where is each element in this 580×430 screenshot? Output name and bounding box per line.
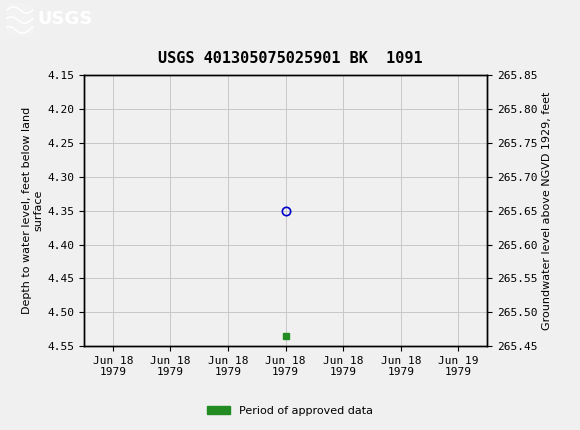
Y-axis label: Groundwater level above NGVD 1929, feet: Groundwater level above NGVD 1929, feet: [542, 92, 552, 330]
Text: USGS: USGS: [38, 10, 93, 28]
Y-axis label: Depth to water level, feet below land
surface: Depth to water level, feet below land su…: [21, 107, 44, 314]
Legend: Period of approved data: Period of approved data: [203, 401, 377, 420]
Text: USGS 401305075025901 BK  1091: USGS 401305075025901 BK 1091: [158, 51, 422, 66]
FancyBboxPatch shape: [7, 3, 33, 37]
